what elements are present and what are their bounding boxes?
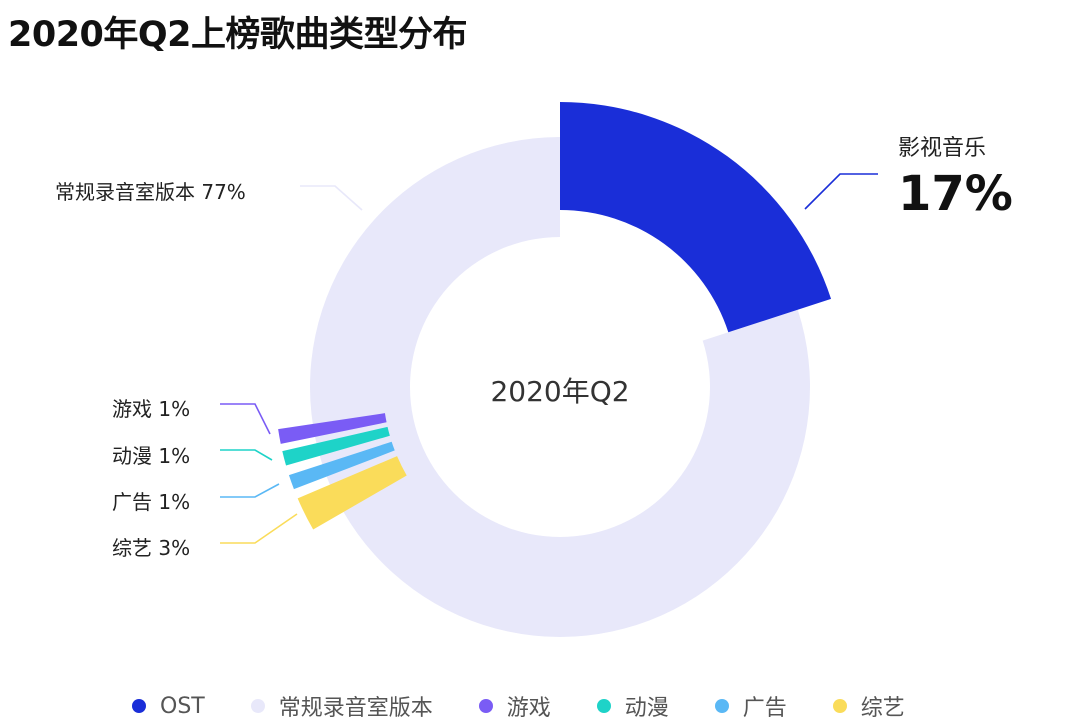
legend-label: 游戏 (506, 696, 551, 721)
label-ost-value: 17% (898, 166, 1013, 222)
legend-item[interactable]: 广告 (714, 690, 787, 722)
slice-ad (288, 441, 395, 490)
legend-item[interactable]: 游戏 (478, 690, 551, 722)
legend-label: 广告 (742, 696, 787, 721)
leader-ad (220, 483, 280, 498)
leader-variety (220, 513, 298, 544)
center-label: 2020年Q2 (490, 375, 630, 408)
legend-item[interactable]: 动漫 (596, 690, 669, 722)
legend-dot-icon (478, 699, 493, 713)
label-ost-name: 影视音乐 (898, 136, 987, 161)
legend-label: 常规录音室版本 (278, 696, 433, 721)
slice-ost (560, 102, 832, 333)
leader-studio (300, 185, 363, 211)
label-anime: 动漫 1% (112, 444, 191, 468)
label-studio: 常规录音室版本 77% (55, 180, 246, 204)
legend-item[interactable]: OST (132, 690, 205, 722)
slice-anime (282, 426, 390, 466)
label-variety: 综艺 3% (112, 536, 191, 560)
legend: OST 常规录音室版本 游戏 动漫 广告 综艺 (132, 690, 951, 722)
slice-game (278, 413, 387, 444)
slice-variety (297, 456, 407, 530)
label-ad: 广告 1% (112, 490, 191, 514)
legend-item[interactable]: 综艺 (832, 690, 905, 722)
leader-anime (220, 449, 273, 461)
legend-dot-icon (596, 699, 611, 713)
chart-title: 2020年Q2上榜歌曲类型分布 (8, 15, 468, 55)
leader-ost (804, 173, 878, 210)
legend-dot-icon (132, 699, 146, 713)
legend-label: 动漫 (624, 696, 669, 721)
label-game: 游戏 1% (112, 397, 191, 421)
legend-label: OST (160, 693, 205, 719)
legend-item[interactable]: 常规录音室版本 (250, 690, 433, 722)
slice-studio (310, 137, 810, 638)
legend-dot-icon (714, 699, 729, 713)
legend-dot-icon (250, 699, 265, 713)
legend-dot-icon (832, 699, 847, 713)
leader-game (220, 403, 271, 435)
legend-label: 综艺 (860, 696, 905, 721)
